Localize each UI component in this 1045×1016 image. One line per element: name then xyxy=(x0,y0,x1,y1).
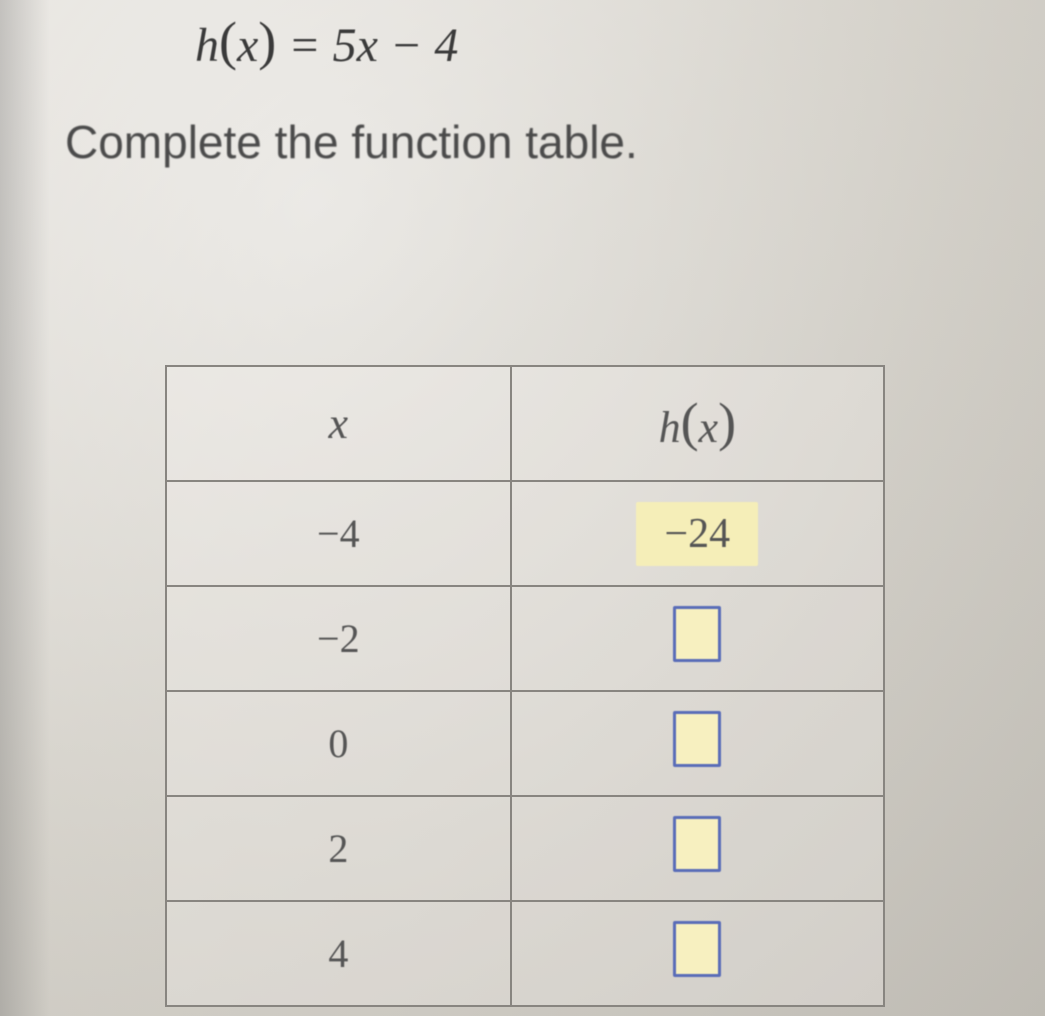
function-table: x h(x) −4 −24 −2 0 2 xyxy=(165,365,885,1007)
equation-lhs-var: x xyxy=(237,19,258,72)
hx-value-cell xyxy=(511,901,884,1006)
hx-value-cell xyxy=(511,586,884,691)
answer-input[interactable] xyxy=(673,606,721,662)
x-value: −2 xyxy=(166,586,511,691)
x-value: 0 xyxy=(166,691,511,796)
x-value: 2 xyxy=(166,796,511,901)
equation-rparen: ) xyxy=(258,11,276,71)
header-hx-func: h xyxy=(659,403,681,452)
page-shadow xyxy=(0,0,50,1016)
table-row: −4 −24 xyxy=(166,481,884,586)
x-value: 4 xyxy=(166,901,511,1006)
instruction-text: Complete the function table. xyxy=(65,115,638,169)
header-hx-var: x xyxy=(699,403,719,452)
equation-lhs-func: h xyxy=(195,19,219,72)
x-value: −4 xyxy=(166,481,511,586)
function-equation: h(x) = 5x − 4 xyxy=(195,12,458,74)
filled-answer: −24 xyxy=(636,502,758,566)
hx-value-cell xyxy=(511,691,884,796)
equation-rhs: 5x − 4 xyxy=(333,19,459,72)
answer-input[interactable] xyxy=(673,816,721,872)
answer-input[interactable] xyxy=(673,921,721,977)
header-hx-rparen: ) xyxy=(718,392,736,452)
hx-value-cell: −24 xyxy=(511,481,884,586)
table-row: 2 xyxy=(166,796,884,901)
table-row: −2 xyxy=(166,586,884,691)
answer-input[interactable] xyxy=(673,711,721,767)
equation-lparen: ( xyxy=(219,11,237,71)
table-header-row: x h(x) xyxy=(166,366,884,481)
table-row: 0 xyxy=(166,691,884,796)
function-table-container: x h(x) −4 −24 −2 0 2 xyxy=(165,365,885,1007)
header-x: x xyxy=(166,366,511,481)
header-hx-lparen: ( xyxy=(681,392,699,452)
header-hx: h(x) xyxy=(511,366,884,481)
table-row: 4 xyxy=(166,901,884,1006)
hx-value-cell xyxy=(511,796,884,901)
